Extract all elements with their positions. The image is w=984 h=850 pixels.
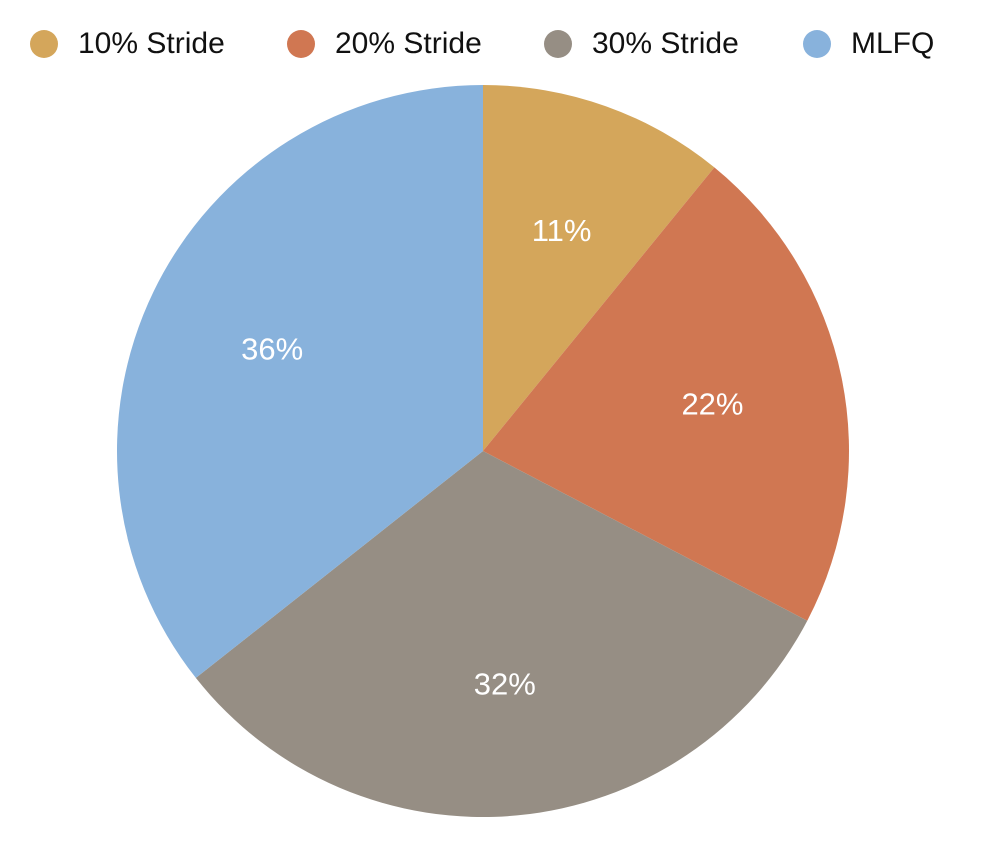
slice-label-20-stride: 22% [681,386,743,421]
legend-item-mlfq[interactable]: MLFQ [803,18,934,70]
slice-label-mlfq: 36% [241,331,303,366]
legend-item-10-stride[interactable]: 10% Stride [30,18,225,70]
legend-swatch-mlfq [803,30,831,58]
legend-swatch-20-stride [287,30,315,58]
slice-label-10-stride: 11% [532,213,592,248]
legend-item-30-stride[interactable]: 30% Stride [544,18,739,70]
pie-slice-10-stride[interactable] [483,85,715,451]
legend-item-20-stride[interactable]: 20% Stride [287,18,482,70]
pie-slice-30-stride[interactable] [195,451,808,818]
legend-swatch-30-stride [544,30,572,58]
legend-swatch-10-stride [30,30,58,58]
pie-slice-mlfq[interactable] [116,84,483,678]
legend-label-10-stride: 10% Stride [78,27,225,60]
chart-legend: 10% Stride 20% Stride 30% Stride MLFQ [0,18,984,70]
legend-label-30-stride: 30% Stride [592,27,739,60]
legend-label-20-stride: 20% Stride [335,27,482,60]
legend-label-mlfq: MLFQ [851,27,935,60]
pie-slice-20-stride[interactable] [483,167,849,621]
slice-label-30-stride: 32% [474,667,536,702]
